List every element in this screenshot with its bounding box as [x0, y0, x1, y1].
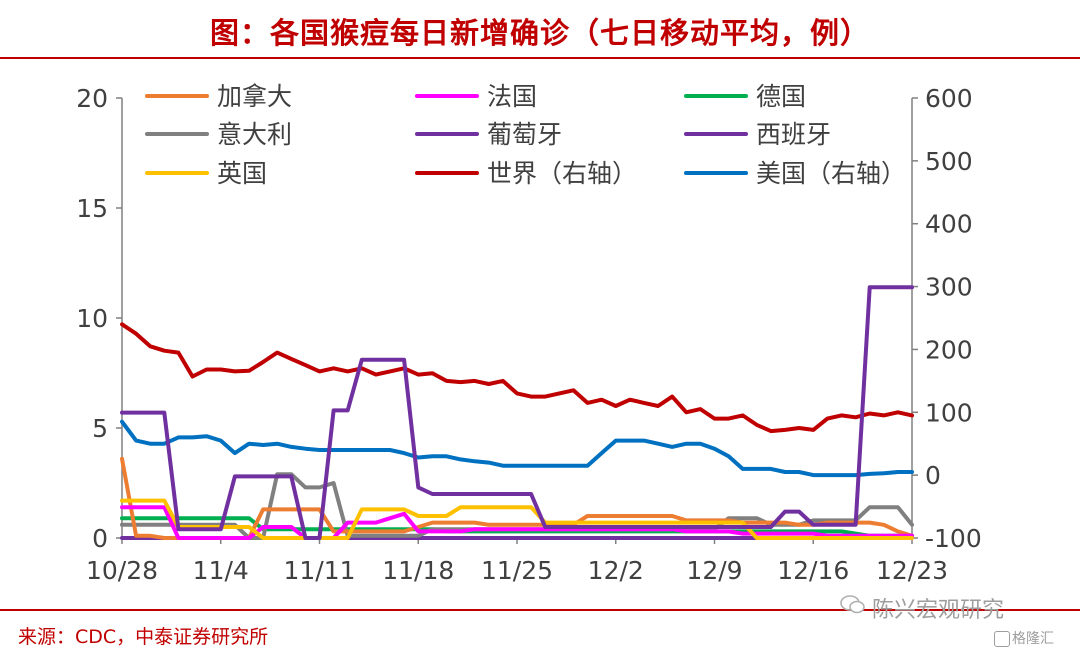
x-tick-label: 12/9: [686, 556, 742, 585]
y-left-tick-label: 0: [92, 524, 108, 553]
legend-label: 意大利: [217, 120, 292, 149]
y-left-tick-label: 20: [76, 84, 108, 113]
y-right-tick-label: 0: [925, 461, 941, 490]
y-right-tick-label: 600: [925, 84, 973, 113]
series-line-8: [120, 419, 914, 478]
x-tick-label: 11/18: [382, 556, 454, 585]
y-left-tick-label: 15: [76, 194, 108, 223]
y-right-tick-label: 400: [925, 210, 973, 239]
y-right-tick-label: 500: [925, 147, 973, 176]
y-right-tick-label: -100: [925, 524, 982, 553]
y-left-tick-label: 10: [76, 304, 108, 333]
x-tick-label: 10/28: [86, 556, 158, 585]
watermark-text: 陈兴宏观研究: [872, 598, 1005, 623]
series-line-5: [120, 285, 914, 540]
x-tick-label: 11/25: [481, 556, 553, 585]
y-right-tick-label: 300: [925, 273, 973, 302]
logo-text: 格隆汇: [1012, 631, 1054, 647]
y-right-tick-label: 200: [925, 335, 973, 364]
series-line-6: [120, 498, 914, 540]
legend-label: 西班牙: [756, 120, 831, 149]
x-tick-label: 11/11: [283, 556, 355, 585]
legend-label: 德国: [756, 82, 806, 111]
x-tick-label: 11/4: [193, 556, 249, 585]
legend-label: 法国: [487, 82, 537, 111]
series-line-2: [120, 516, 914, 538]
legend-label: 加拿大: [217, 82, 292, 111]
brand-logo: 格隆汇: [994, 628, 1054, 648]
source-note: 来源：CDC，中泰证券研究所: [18, 626, 269, 648]
x-tick-label: 12/2: [588, 556, 644, 585]
wechat-icon: [840, 595, 865, 614]
legend-label: 英国: [217, 159, 267, 188]
chart-title: 图：各国猴痘每日新增确诊（七日移动平均，例）: [209, 16, 870, 50]
series-line-1: [120, 505, 914, 540]
title-divider: [0, 57, 1080, 59]
legend-label: 葡萄牙: [487, 120, 562, 149]
y-left-tick-label: 5: [92, 414, 108, 443]
x-tick-label: 12/16: [777, 556, 849, 585]
series-line-7: [120, 322, 914, 434]
footer-divider: [0, 609, 1080, 611]
x-tick-label: 12/23: [876, 556, 948, 585]
legend-label: 世界（右轴）: [487, 159, 637, 188]
y-right-tick-label: 100: [925, 398, 973, 427]
legend-label: 美国（右轴）: [756, 159, 906, 188]
